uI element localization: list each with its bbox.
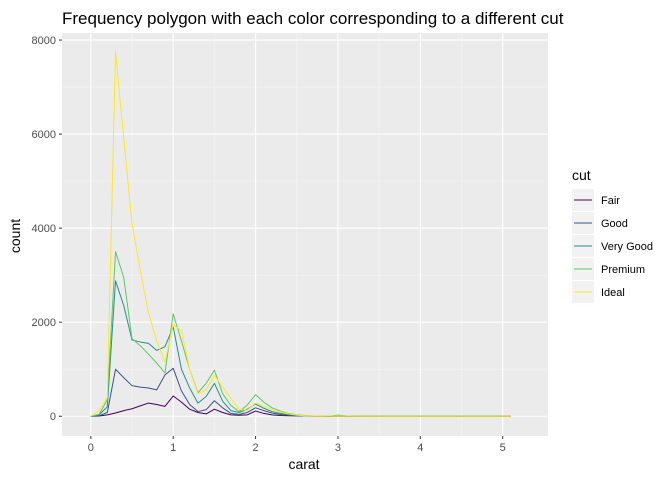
x-tick-label: 2	[253, 442, 259, 454]
x-tick-label: 3	[335, 442, 341, 454]
axes: 0 1 2 3 4 5 0 2000 4000 6000 8000	[32, 35, 506, 454]
legend-label: Ideal	[601, 287, 625, 299]
legend-item-premium: Premium	[572, 258, 645, 280]
series-lines	[90, 51, 511, 417]
y-tick-label: 0	[50, 411, 56, 423]
x-tick-label: 4	[417, 442, 423, 454]
legend-label: Very Good	[601, 241, 653, 253]
legend-item-good: Good	[572, 212, 628, 234]
y-tick-label: 4000	[32, 223, 56, 235]
y-tick-label: 8000	[32, 35, 56, 47]
plot-panel	[62, 33, 548, 436]
x-tick-label: 5	[500, 442, 506, 454]
y-tick-label: 2000	[32, 317, 56, 329]
legend-title: cut	[572, 167, 591, 183]
legend-label: Fair	[601, 195, 620, 207]
legend-label: Good	[601, 218, 628, 230]
y-axis-title: count	[7, 219, 23, 253]
x-tick-label: 1	[170, 442, 176, 454]
legend: cut Fair Good Very Good Premium Ideal	[572, 167, 653, 303]
series-line-premium	[90, 251, 503, 417]
grid-lines	[62, 33, 548, 436]
x-tick-label: 0	[88, 442, 94, 454]
legend-label: Premium	[601, 264, 645, 276]
y-tick-label: 6000	[32, 129, 56, 141]
legend-item-fair: Fair	[572, 189, 620, 211]
chart-title: Frequency polygon with each color corres…	[62, 9, 564, 28]
legend-item-ideal: Ideal	[572, 281, 625, 303]
series-line-ideal	[90, 51, 511, 417]
x-axis-title: carat	[288, 456, 319, 472]
legend-item-very-good: Very Good	[572, 235, 653, 257]
